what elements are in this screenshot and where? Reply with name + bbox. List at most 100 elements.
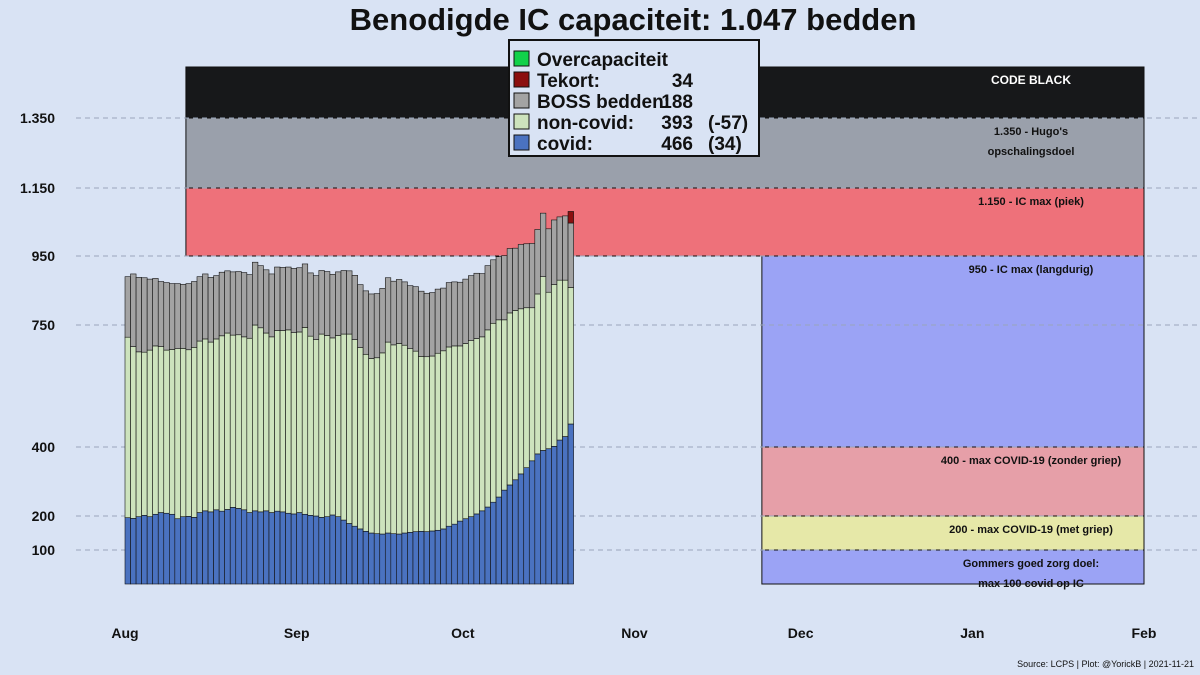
chart-title: Benodigde IC capaciteit: 1.047 bedden (350, 2, 917, 37)
bar-boss (240, 272, 248, 338)
bar-covid (373, 533, 381, 585)
bar-covid (152, 513, 159, 585)
bar-boss (141, 277, 148, 353)
bar-covid (484, 506, 491, 585)
bar-covid (191, 517, 198, 585)
bar-covid (229, 507, 237, 585)
bar-noncovid (451, 345, 458, 525)
legend-label: Overcapaciteit (537, 50, 669, 71)
bar-covid (307, 515, 314, 585)
bar-noncovid (396, 343, 403, 535)
bar-covid (551, 446, 558, 585)
bar-noncovid (562, 279, 569, 437)
legend-swatch (513, 134, 530, 151)
bar-noncovid (285, 329, 292, 514)
band-label: CODE BLACK (991, 73, 1071, 87)
bar-noncovid (146, 349, 153, 517)
bar-noncovid (551, 284, 558, 447)
bar-boss (407, 285, 414, 350)
bar-noncovid (252, 324, 259, 512)
bar-covid (252, 510, 259, 585)
legend-delta: (-57) (708, 113, 748, 134)
y-tick-label: 100 (32, 542, 56, 558)
bar-boss (279, 267, 286, 331)
bar-noncovid (357, 347, 364, 530)
bar-boss (396, 279, 403, 344)
bar-covid (418, 530, 425, 585)
legend-label: non-covid: (537, 113, 634, 134)
bar-boss (456, 281, 464, 347)
bar-covid (456, 520, 464, 585)
bar-boss (307, 272, 314, 337)
bar-covid (396, 533, 403, 585)
bar-boss (468, 275, 475, 341)
y-tick-label: 1.150 (20, 180, 55, 196)
bar-covid (135, 516, 142, 585)
bar-covid (362, 530, 369, 585)
bar-boss (318, 270, 325, 335)
bar-boss (423, 292, 430, 358)
bar-boss (440, 287, 447, 352)
bar-covid (157, 512, 165, 585)
x-tick-label: Sep (284, 625, 310, 641)
bar-noncovid (218, 335, 225, 512)
bar-noncovid (434, 352, 441, 531)
bar-boss (246, 274, 253, 339)
bar-noncovid (528, 307, 536, 462)
x-tick-label: Nov (621, 625, 648, 641)
bar-boss (312, 275, 320, 340)
bar-covid (329, 514, 336, 585)
bar-covid (274, 510, 281, 585)
bar-noncovid (390, 344, 397, 534)
bar-covid (368, 532, 375, 585)
bar-boss (185, 283, 192, 351)
bar-covid (130, 518, 137, 585)
bar-boss (368, 293, 375, 359)
bar-noncovid (274, 330, 281, 512)
bar-boss (130, 273, 137, 347)
bar-boss (191, 281, 198, 348)
bar-noncovid (279, 330, 286, 513)
bar-boss (324, 271, 331, 336)
bar-noncovid (346, 333, 353, 524)
legend-value: 393 (661, 113, 693, 134)
bar-noncovid (324, 335, 331, 517)
band-label: Gommers goed zorg doel: (963, 558, 1099, 570)
bar-covid (218, 510, 225, 585)
bar-covid (490, 501, 497, 585)
bar-boss (501, 255, 508, 321)
bar-noncovid (141, 351, 148, 516)
bar-covid (567, 423, 574, 585)
bar-noncovid (196, 340, 203, 513)
bar-boss (551, 219, 558, 285)
bar-covid (296, 512, 303, 585)
bar-covid (246, 512, 253, 585)
bar-boss (545, 228, 552, 293)
bar-boss (473, 272, 480, 339)
bar-covid (556, 439, 563, 585)
bar-boss (495, 256, 502, 321)
bar-covid (257, 511, 264, 585)
bar-covid (384, 532, 392, 585)
bar-covid (312, 515, 320, 585)
legend-label: covid: (537, 134, 593, 155)
band-1 (761, 515, 1145, 551)
bar-noncovid (423, 356, 430, 532)
bar-covid (462, 518, 469, 585)
bar-boss (412, 286, 419, 352)
bar-boss (562, 215, 569, 281)
y-tick-label: 200 (32, 508, 56, 524)
band-0 (761, 549, 1145, 585)
bar-noncovid (479, 336, 486, 512)
bar-covid (235, 508, 242, 585)
bar-noncovid (180, 348, 187, 517)
legend-value: 466 (661, 134, 693, 155)
bar-boss (434, 288, 441, 354)
bar-covid (346, 523, 353, 585)
bar-boss (268, 273, 275, 338)
bar-noncovid (456, 345, 464, 522)
bar-covid (268, 512, 275, 585)
bar-noncovid (163, 349, 170, 514)
bar-boss (528, 243, 536, 309)
bar-noncovid (501, 319, 508, 491)
